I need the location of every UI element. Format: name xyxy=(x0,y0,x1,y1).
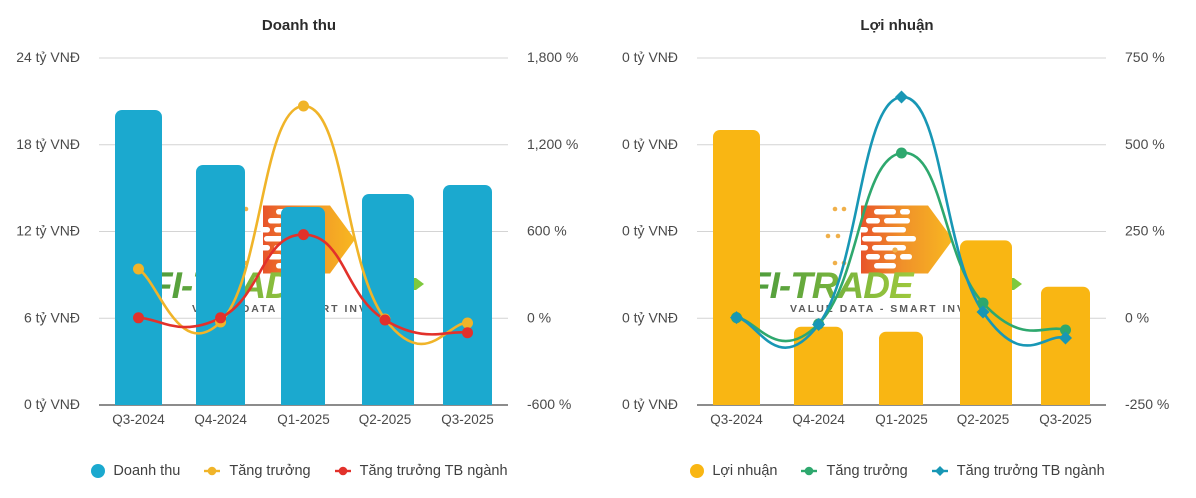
svg-text:0 tỷ VNĐ: 0 tỷ VNĐ xyxy=(622,396,678,412)
svg-text:18 tỷ VNĐ: 18 tỷ VNĐ xyxy=(16,136,80,152)
svg-text:1,200 %: 1,200 % xyxy=(527,136,578,152)
svg-text:Q4-2024: Q4-2024 xyxy=(194,412,247,427)
svg-text:Q2-2025: Q2-2025 xyxy=(359,412,412,427)
svg-text:0 tỷ VNĐ: 0 tỷ VNĐ xyxy=(622,49,678,65)
svg-text:0 tỷ VNĐ: 0 tỷ VNĐ xyxy=(622,309,678,325)
svg-text:0 tỷ VNĐ: 0 tỷ VNĐ xyxy=(622,223,678,239)
svg-text:Q4-2024: Q4-2024 xyxy=(792,412,845,427)
svg-text:1,800 %: 1,800 % xyxy=(527,49,578,65)
svg-text:Q1-2025: Q1-2025 xyxy=(277,412,330,427)
svg-text:12 tỷ VNĐ: 12 tỷ VNĐ xyxy=(16,223,80,239)
svg-text:750 %: 750 % xyxy=(1125,49,1165,65)
svg-text:6 tỷ VNĐ: 6 tỷ VNĐ xyxy=(24,309,80,325)
svg-text:500 %: 500 % xyxy=(1125,136,1165,152)
svg-text:600 %: 600 % xyxy=(527,223,567,239)
svg-text:Q2-2025: Q2-2025 xyxy=(957,412,1010,427)
svg-text:Q1-2025: Q1-2025 xyxy=(875,412,928,427)
svg-text:0 %: 0 % xyxy=(527,309,551,325)
svg-text:250 %: 250 % xyxy=(1125,223,1165,239)
svg-text:0 tỷ VNĐ: 0 tỷ VNĐ xyxy=(24,396,80,412)
svg-text:Q3-2025: Q3-2025 xyxy=(441,412,494,427)
svg-text:24 tỷ VNĐ: 24 tỷ VNĐ xyxy=(16,49,80,65)
svg-text:Q3-2025: Q3-2025 xyxy=(1039,412,1092,427)
svg-text:0 %: 0 % xyxy=(1125,309,1149,325)
svg-text:Q3-2024: Q3-2024 xyxy=(710,412,763,427)
svg-text:Q3-2024: Q3-2024 xyxy=(112,412,165,427)
svg-text:-250 %: -250 % xyxy=(1125,396,1169,412)
svg-text:0 tỷ VNĐ: 0 tỷ VNĐ xyxy=(622,136,678,152)
svg-text:-600 %: -600 % xyxy=(527,396,571,412)
